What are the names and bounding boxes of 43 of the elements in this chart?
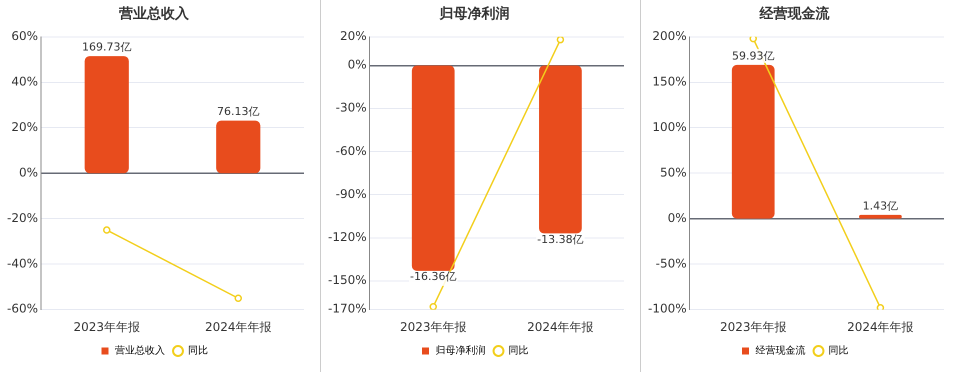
- data-label: 76.13亿: [217, 105, 260, 118]
- x-tick-label: 2023年年报: [73, 320, 140, 334]
- x-tick-label: 2024年年报: [527, 320, 594, 334]
- legend-label: 同比: [508, 344, 528, 357]
- y-tick-label: -60%: [336, 144, 367, 158]
- legend-label: 归母净利润: [436, 344, 486, 357]
- y-tick-label: 20%: [11, 120, 38, 134]
- x-tick-label: 2024年年报: [847, 320, 914, 334]
- y-tick-label: 0%: [18, 165, 38, 180]
- y-tick-label: -100%: [648, 302, 687, 316]
- x-tick-label: 2023年年报: [400, 320, 466, 334]
- y-tick-label: 40%: [11, 74, 38, 88]
- y-tick-label: 20%: [340, 28, 367, 43]
- x-tick-label: 2024年年报: [204, 320, 272, 334]
- y-tick-label: -40%: [6, 256, 38, 270]
- y-tick-label: 60%: [11, 28, 38, 43]
- y-tick-label: -20%: [6, 210, 38, 225]
- chart-title: 归母净利润: [438, 5, 510, 22]
- x-tick-label: 2023年年报: [720, 320, 786, 334]
- data-label: 1.43亿: [862, 199, 898, 212]
- chart-title: 经营现金流: [758, 5, 830, 22]
- data-label: -16.36亿: [410, 270, 456, 284]
- data-label: 59.93亿: [732, 49, 774, 62]
- legend-label: 营业总收入: [115, 344, 165, 357]
- y-tick-label: -120%: [328, 230, 367, 244]
- y-tick-label: 0%: [668, 210, 687, 225]
- legend-label: 同比: [188, 344, 208, 357]
- legend-label: 经营现金流: [756, 344, 806, 357]
- y-tick-label: 150%: [652, 74, 687, 88]
- y-tick-label: -90%: [336, 186, 367, 201]
- y-tick-label: -30%: [336, 100, 367, 115]
- chart-title: 营业总收入: [118, 6, 190, 22]
- y-tick-label: 100%: [652, 120, 687, 134]
- data-label: 169.73亿: [82, 40, 132, 54]
- y-tick-label: -50%: [656, 256, 687, 270]
- data-label: -13.38亿: [537, 232, 584, 246]
- y-tick-label: 50%: [660, 165, 687, 180]
- y-tick-label: -150%: [328, 273, 367, 288]
- y-tick-label: 0%: [348, 58, 367, 72]
- legend-label: 同比: [828, 344, 848, 357]
- y-tick-label: -170%: [328, 302, 367, 316]
- y-tick-label: -60%: [6, 302, 38, 316]
- y-tick-label: 200%: [652, 28, 687, 43]
